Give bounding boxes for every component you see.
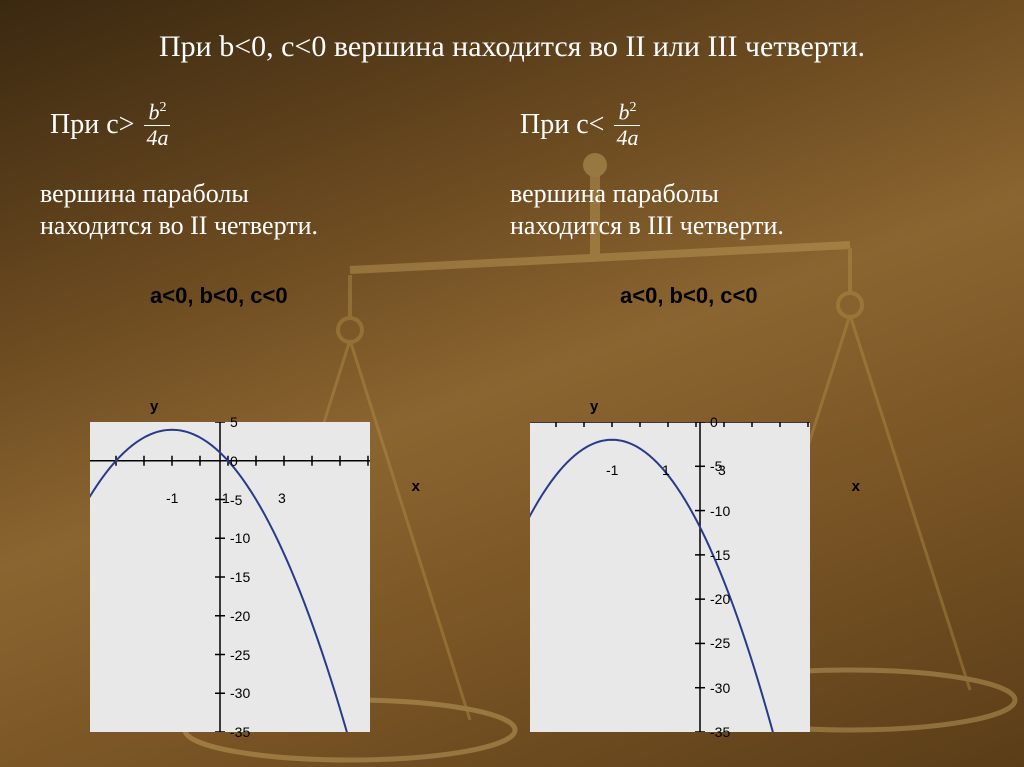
left-chart: y x 50-5-10-15-20-25-30-35-113 [90, 398, 410, 733]
right-fraction: b2 4a [612, 100, 642, 150]
left-condition: При c> b2 4a [50, 100, 480, 150]
slide-title: При b<0, c<0 вершина находится во II или… [0, 30, 1024, 64]
left-description: вершина параболы находится во II четверт… [40, 178, 480, 243]
right-condition: При c< b2 4a [520, 100, 950, 150]
right-cond-prefix: При c< [520, 109, 604, 141]
right-params: a<0, b<0, c<0 [620, 283, 950, 309]
right-x-label: x [852, 478, 860, 495]
left-params: a<0, b<0, c<0 [150, 283, 480, 309]
right-description: вершина параболы находится в III четверт… [510, 178, 950, 243]
left-plot-area: 50-5-10-15-20-25-30-35-113 [90, 422, 370, 732]
right-chart: y x 0-5-10-15-20-25-30-35-113 [530, 398, 850, 733]
right-plot-area: 0-5-10-15-20-25-30-35-113 [530, 422, 810, 732]
right-y-label: y [590, 398, 598, 415]
left-x-label: x [412, 478, 420, 495]
left-column: При c> b2 4a вершина параболы находится … [40, 100, 480, 309]
left-fraction: b2 4a [142, 100, 172, 150]
left-y-label: y [150, 398, 158, 415]
right-column: При c< b2 4a вершина параболы находится … [510, 100, 950, 309]
left-cond-prefix: При c> [50, 109, 134, 141]
